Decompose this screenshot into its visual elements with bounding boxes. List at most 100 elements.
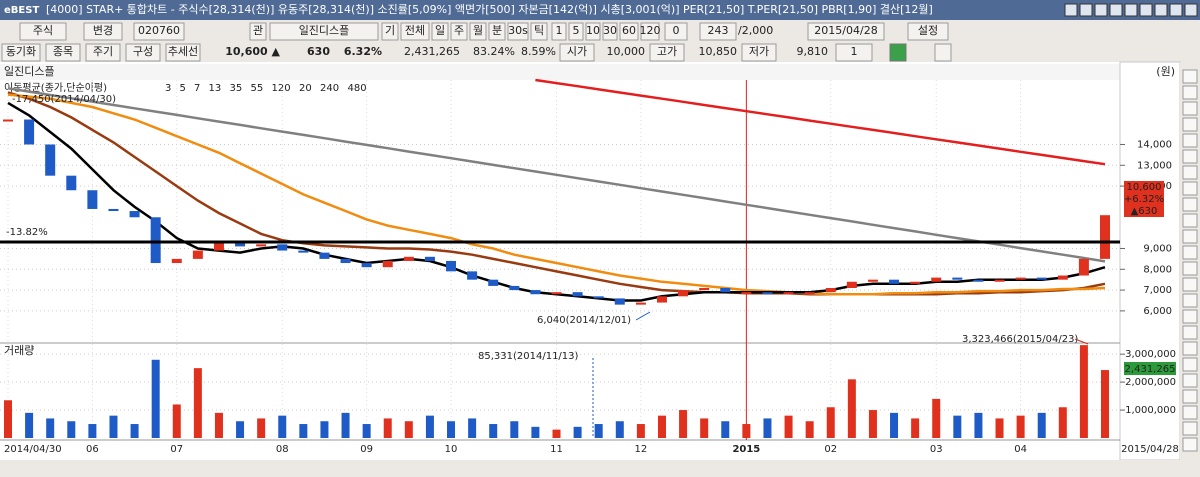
low-label-box[interactable] — [741, 43, 777, 62]
period-button-box[interactable] — [400, 22, 430, 41]
info-button-box[interactable] — [1, 43, 41, 62]
tool-icon[interactable] — [1182, 405, 1198, 420]
tool-icon[interactable] — [1182, 389, 1198, 404]
x-tick-label: 06 — [86, 444, 99, 455]
interval-button-box[interactable] — [602, 22, 618, 41]
volume-bar — [468, 418, 477, 438]
period-button-box[interactable] — [469, 22, 487, 41]
tool-icon[interactable] — [1182, 133, 1198, 148]
candle — [931, 277, 942, 282]
info-button-box[interactable] — [85, 43, 121, 62]
last-price-box — [1124, 181, 1164, 217]
tool-icon[interactable] — [1182, 69, 1198, 84]
candle — [277, 244, 288, 251]
y-tick-label: 6,000 — [1143, 306, 1172, 317]
tool-icon[interactable] — [1182, 309, 1198, 324]
tool-icon[interactable] — [1182, 149, 1198, 164]
interval-button-box[interactable] — [568, 22, 584, 41]
count: 243 — [708, 24, 729, 37]
info-button-box[interactable] — [165, 43, 201, 62]
add-button[interactable] — [889, 43, 907, 62]
open-label-box[interactable] — [559, 43, 595, 62]
tool-icon[interactable] — [1182, 293, 1198, 308]
tool-icon[interactable] — [1182, 341, 1198, 356]
info-button-box[interactable] — [125, 43, 161, 62]
stock-name-box[interactable] — [269, 22, 379, 41]
refresh-button[interactable] — [934, 43, 952, 62]
stock-name: 일진디스플 — [299, 23, 350, 37]
volume-bar — [657, 415, 666, 438]
legend-entry: 5 — [180, 83, 186, 94]
tool-icon[interactable] — [1182, 85, 1198, 100]
tool-icon[interactable] — [1182, 229, 1198, 244]
info-button-box[interactable] — [45, 43, 81, 62]
offset-box[interactable] — [664, 22, 688, 41]
candle — [150, 217, 161, 264]
low: 9,810 — [797, 45, 829, 58]
count-box[interactable] — [699, 22, 737, 41]
volume-bar — [805, 421, 814, 438]
reference-label: -13.82% — [6, 227, 48, 238]
tool-icon[interactable] — [1182, 213, 1198, 228]
candle — [509, 285, 520, 291]
tool-icon[interactable] — [1182, 373, 1198, 388]
price-axis — [1119, 61, 1181, 461]
code: 020760 — [138, 24, 180, 37]
candle — [1057, 275, 1068, 280]
period-button-box[interactable] — [530, 22, 548, 41]
volume-bar — [1037, 412, 1046, 438]
period-button-box[interactable] — [381, 22, 399, 41]
candle — [424, 256, 435, 261]
volume-bar — [510, 421, 519, 438]
volume-bar — [404, 421, 413, 438]
info-button: 구성 — [133, 45, 153, 58]
legend-title: 이동평균(종가,단순이평) — [4, 82, 107, 94]
period-button-box[interactable] — [507, 22, 529, 41]
scroll-bar[interactable] — [0, 460, 1200, 477]
tool-icon[interactable] — [1182, 165, 1198, 180]
volume-bar — [700, 418, 709, 438]
volume-bar — [974, 412, 983, 438]
interval-button: 10 — [586, 24, 600, 37]
candle — [108, 208, 119, 212]
tool-icon[interactable] — [1182, 261, 1198, 276]
watch-box[interactable] — [249, 22, 267, 41]
interval-button-box[interactable] — [551, 22, 567, 41]
candle — [530, 290, 541, 295]
candle — [467, 271, 478, 280]
count-select-box[interactable] — [835, 43, 873, 62]
period-button-box[interactable] — [450, 22, 468, 41]
interval-button: 5 — [573, 24, 580, 37]
code-box[interactable] — [133, 22, 185, 41]
date-box[interactable] — [807, 22, 885, 41]
period-button-box[interactable] — [488, 22, 506, 41]
candle — [572, 292, 583, 297]
interval-button-box[interactable] — [619, 22, 639, 41]
period-button-box[interactable] — [431, 22, 449, 41]
y-tick-label: 9,000 — [1143, 243, 1172, 254]
tool-icon[interactable] — [1182, 197, 1198, 212]
volume-bar — [320, 421, 329, 438]
interval-button-box[interactable] — [585, 22, 601, 41]
volume-bar — [193, 368, 202, 438]
volume-bar — [172, 404, 181, 438]
candle — [994, 279, 1005, 282]
tool-icon[interactable] — [1182, 245, 1198, 260]
interval-button: 1 — [556, 24, 563, 37]
tool-icon[interactable] — [1182, 437, 1198, 452]
tool-icon[interactable] — [1182, 421, 1198, 436]
interval-button-box[interactable] — [640, 22, 660, 41]
high-label-box[interactable] — [649, 43, 685, 62]
tool-icon[interactable] — [1182, 325, 1198, 340]
tool-icon[interactable] — [1182, 101, 1198, 116]
settings-box[interactable] — [907, 22, 949, 41]
tool-icon[interactable] — [1182, 357, 1198, 372]
volume-bar — [278, 415, 287, 438]
window-buttons[interactable] — [1064, 3, 1198, 17]
market-box[interactable] — [19, 22, 67, 41]
tool-icon[interactable] — [1182, 181, 1198, 196]
candle — [66, 175, 77, 191]
tool-icon[interactable] — [1182, 117, 1198, 132]
tool-icon[interactable] — [1182, 277, 1198, 292]
change-box[interactable] — [83, 22, 123, 41]
